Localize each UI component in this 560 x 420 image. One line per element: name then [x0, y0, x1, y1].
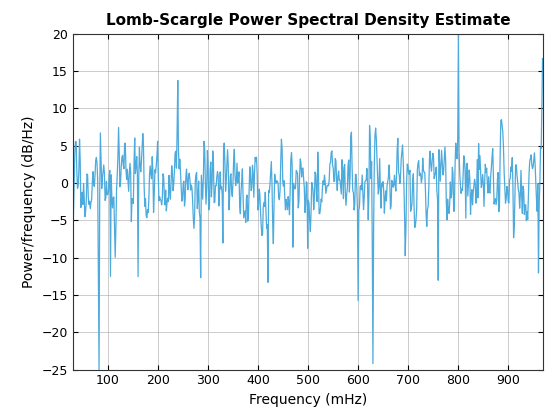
Title: Lomb-Scargle Power Spectral Density Estimate: Lomb-Scargle Power Spectral Density Esti…	[106, 13, 510, 28]
X-axis label: Frequency (mHz): Frequency (mHz)	[249, 393, 367, 407]
Y-axis label: Power/frequency (dB/Hz): Power/frequency (dB/Hz)	[22, 116, 36, 288]
